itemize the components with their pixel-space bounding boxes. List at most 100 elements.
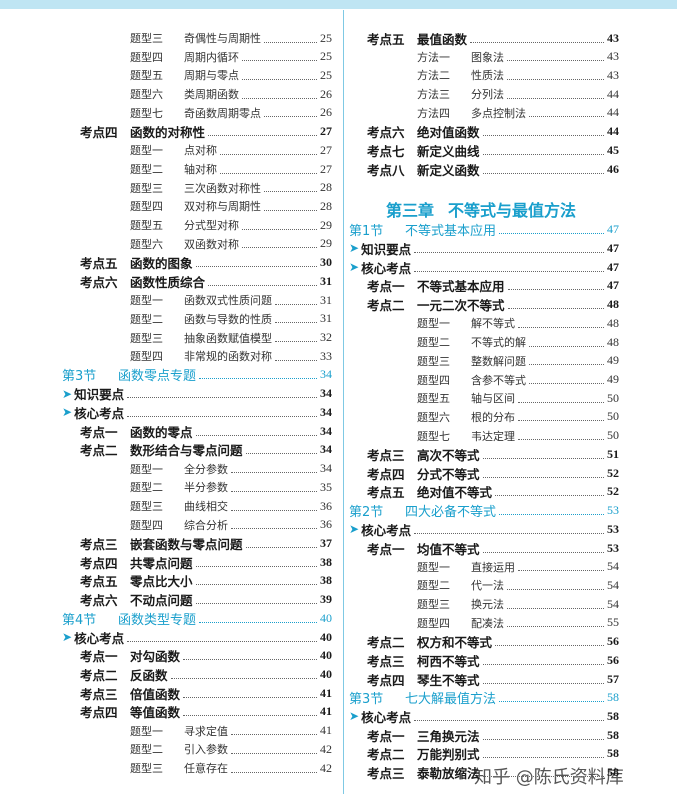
subtopic-entry: 题型四 双对称与周期性 28 <box>130 197 332 215</box>
heading-entry: ➤ 核心考点 58 <box>349 707 619 725</box>
chapter-heading: 第三章 不等式与最值方法 <box>343 197 619 221</box>
page-number: 47 <box>607 222 619 237</box>
entry-text: 新定义曲线 <box>417 143 480 159</box>
leader-dots <box>245 546 317 548</box>
page-number: 25 <box>320 49 332 64</box>
page-number: 50 <box>607 428 619 443</box>
page-number: 28 <box>320 198 332 213</box>
topic-entry: 考点一 三角换元法 58 <box>367 726 619 744</box>
entry-text: 图象法 <box>471 50 504 64</box>
arrow-icon: ➤ <box>62 630 73 645</box>
page-number: 47 <box>607 240 619 255</box>
entry-text: 新定义函数 <box>417 162 480 178</box>
topic-entry: 考点八 新定义函数 46 <box>367 160 619 178</box>
page-number: 29 <box>320 236 332 251</box>
entry-label: 考点八 <box>367 162 405 178</box>
subtopic-entry: 题型一 寻求定值 41 <box>130 722 332 740</box>
leader-dots <box>529 116 604 118</box>
entry-text: 轴与区间 <box>471 392 515 406</box>
entry-text: 根的分布 <box>471 410 515 424</box>
page-number: 35 <box>320 479 332 494</box>
page-number: 27 <box>320 124 332 139</box>
subtopic-entry: 题型五 轴与区间 50 <box>417 389 619 407</box>
page-number: 38 <box>320 573 332 588</box>
entry-label: 考点六 <box>80 593 118 609</box>
topic-entry: 考点一 均值不等式 53 <box>367 539 619 557</box>
entry-label: 考点二 <box>80 667 118 683</box>
page-number: 53 <box>607 521 619 536</box>
subtopic-entry: 题型四 含参不等式 49 <box>417 371 619 389</box>
entry-label: 考点一 <box>80 424 118 440</box>
page-number: 43 <box>607 30 619 45</box>
topic-entry: 考点三 倍值函数 41 <box>80 684 332 702</box>
entry-label: 题型一 <box>417 317 450 331</box>
subtopic-entry: 题型一 直接运用 54 <box>417 558 619 576</box>
subtopic-entry: 题型一 点对称 27 <box>130 141 332 159</box>
entry-label: 考点四 <box>367 672 405 688</box>
leader-dots <box>414 532 604 534</box>
subtopic-entry: 题型二 不等式的解 48 <box>417 333 619 351</box>
entry-label: 题型三 <box>417 598 450 612</box>
entry-label: 考点一 <box>80 649 118 665</box>
entry-label: 题型一 <box>417 560 450 574</box>
entry-text: 权方和不等式 <box>417 635 493 651</box>
leader-dots <box>242 247 317 249</box>
entry-text: 分式不等式 <box>417 466 480 482</box>
page-number: 31 <box>320 273 332 288</box>
entry-text: 寻求定值 <box>184 724 228 738</box>
section-entry: 第3节 函数零点专题 34 <box>62 366 332 384</box>
page-number: 26 <box>320 105 332 120</box>
page-number: 58 <box>607 708 619 723</box>
page-number: 57 <box>607 671 619 686</box>
leader-dots <box>127 415 317 417</box>
page-number: 52 <box>607 465 619 480</box>
arrow-icon: ➤ <box>62 386 73 401</box>
topic-entry: 考点二 万能判别式 58 <box>367 745 619 763</box>
leader-dots <box>264 41 317 43</box>
entry-text: 解不等式 <box>471 317 515 331</box>
entry-text: 函数零点专题 <box>118 369 197 385</box>
subtopic-entry: 方法三 分列法 44 <box>417 85 619 103</box>
entry-label: 考点五 <box>367 31 405 47</box>
page-number: 34 <box>320 442 332 457</box>
arrow-icon: ➤ <box>62 405 73 420</box>
topic-entry: 考点五 最值函数 43 <box>367 29 619 47</box>
entry-text: 三角换元法 <box>417 728 480 744</box>
page-number: 25 <box>320 67 332 82</box>
entry-text: 函数的零点 <box>130 424 193 440</box>
entry-label: 题型四 <box>130 518 163 532</box>
leader-dots <box>220 172 317 174</box>
subtopic-entry: 题型二 代一法 54 <box>417 576 619 594</box>
leader-dots <box>195 565 317 567</box>
page-number: 50 <box>607 390 619 405</box>
entry-text: 倍值函数 <box>130 686 181 702</box>
entry-text: 多点控制法 <box>471 106 526 120</box>
entry-text: 函数的对称性 <box>130 125 206 141</box>
subtopic-entry: 题型四 周期内循环 25 <box>130 48 332 66</box>
leader-dots <box>482 757 604 759</box>
leader-dots <box>529 345 604 347</box>
entry-text: 非常规的函数对称 <box>184 350 272 364</box>
page-number: 30 <box>320 255 332 270</box>
page-number: 31 <box>320 292 332 307</box>
subtopic-entry: 题型三 曲线相交 36 <box>130 497 332 515</box>
entry-label: 题型一 <box>130 462 163 476</box>
arrow-icon: ➤ <box>349 260 360 275</box>
entry-text: 不等式基本应用 <box>417 279 505 295</box>
page-number: 56 <box>607 652 619 667</box>
entry-text: 数形结合与零点问题 <box>130 443 243 459</box>
entry-text: 点对称 <box>184 144 217 158</box>
entry-text: 函数类型专题 <box>118 612 197 628</box>
entry-label: 考点三 <box>80 536 118 552</box>
page-number: 54 <box>607 577 619 592</box>
entry-text: 整数解问题 <box>471 354 526 368</box>
entry-text: 嵌套函数与零点问题 <box>130 536 243 552</box>
entry-text: 综合分析 <box>184 518 228 532</box>
page-number: 25 <box>320 30 332 45</box>
leader-dots <box>264 116 317 118</box>
topic-entry: 考点三 柯西不等式 56 <box>367 651 619 669</box>
entry-label: 考点三 <box>367 447 405 463</box>
heading-entry: ➤ 核心考点 47 <box>349 258 619 276</box>
entry-label: 方法三 <box>417 88 450 102</box>
page-number: 58 <box>607 765 619 780</box>
